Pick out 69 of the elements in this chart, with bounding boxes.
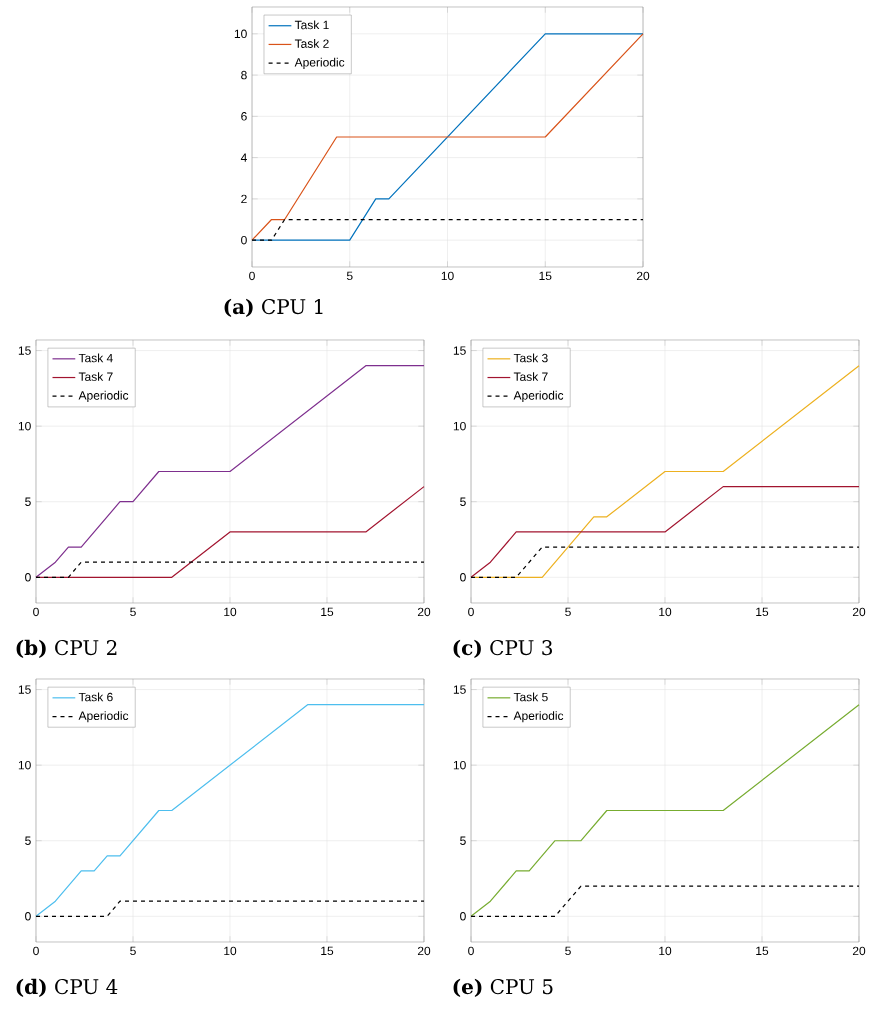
x-tick-label: 20 (852, 607, 866, 617)
x-tick-label: 5 (565, 607, 571, 617)
y-tick-label: 2 (241, 194, 247, 204)
y-tick-label: 0 (25, 573, 31, 582)
text: (a) CPU 1 (224, 298, 323, 318)
y-tick-label: 5 (25, 836, 31, 845)
line-series (35, 704, 425, 917)
y-tick-label: 5 (460, 836, 466, 845)
x-tick-label: 0 (249, 271, 255, 281)
y-tick-label: 8 (241, 70, 247, 80)
x-tick-label: 5 (346, 271, 353, 281)
y-tick-label: 0 (460, 912, 466, 921)
x-tick-label: 10 (659, 946, 672, 956)
legend-label: Task 2 (294, 39, 329, 48)
x-tick-label: 15 (539, 271, 552, 281)
legend-label: Task 5 (513, 692, 548, 702)
x-tick-label: 10 (224, 946, 237, 956)
x-tick-label: 5 (565, 946, 571, 956)
y-tick-label: 10 (453, 760, 466, 770)
x-tick-label: 15 (321, 607, 334, 617)
legend-label: Aperiodic (513, 390, 564, 403)
x-tick-label: 20 (417, 607, 431, 617)
y-tick-label: 0 (241, 235, 247, 245)
y-tick-label: 5 (25, 497, 31, 506)
legend-label: Task 3 (513, 353, 548, 363)
text: (c) CPU 3 (453, 639, 552, 659)
y-tick-label: 4 (240, 153, 247, 162)
x-tick-label: 5 (130, 607, 136, 617)
legend-label: Task 4 (78, 353, 113, 363)
line-series (470, 704, 860, 917)
x-tick-label: 0 (33, 607, 39, 617)
x-tick-label: 10 (224, 607, 237, 617)
text: (e) CPU 5 (453, 978, 553, 998)
x-tick-label: 15 (321, 946, 334, 956)
x-tick-label: 0 (33, 946, 39, 956)
x-tick-label: 10 (441, 271, 454, 281)
line-series (470, 486, 860, 578)
legend-label: Aperiodic (78, 390, 129, 403)
y-tick-label: 10 (453, 421, 466, 431)
y-tick-label: 10 (18, 760, 31, 770)
legend-label: Aperiodic (513, 711, 564, 723)
y-tick-label: 10 (234, 29, 247, 39)
x-tick-label: 15 (756, 607, 769, 617)
y-tick-label: 10 (18, 421, 31, 431)
legend-label: Task 1 (294, 20, 329, 30)
y-tick-label: 5 (460, 497, 466, 506)
legend-label: Aperiodic (78, 711, 129, 723)
x-tick-label: 15 (756, 946, 769, 956)
y-tick-label: 15 (18, 346, 31, 355)
legend-label: Task 6 (78, 692, 113, 702)
legend-label: Task 7 (513, 372, 548, 381)
y-tick-label: 15 (453, 346, 466, 355)
x-tick-label: 20 (417, 946, 431, 956)
x-tick-label: 20 (636, 271, 650, 281)
line-series (35, 365, 425, 578)
legend-label: Aperiodic (294, 57, 345, 69)
text: (b) CPU 2 (16, 639, 117, 659)
x-tick-label: 0 (468, 946, 474, 956)
x-tick-label: 0 (468, 607, 474, 617)
y-tick-label: 15 (453, 685, 466, 694)
text: (d) CPU 4 (16, 978, 118, 998)
legend-label: Task 7 (78, 372, 113, 381)
x-tick-label: 20 (852, 946, 866, 956)
y-tick-label: 0 (460, 573, 466, 582)
y-tick-label: 15 (18, 685, 31, 694)
x-tick-label: 5 (130, 946, 136, 956)
y-tick-label: 6 (241, 112, 247, 121)
y-tick-label: 0 (25, 912, 31, 921)
x-tick-label: 10 (659, 607, 672, 617)
